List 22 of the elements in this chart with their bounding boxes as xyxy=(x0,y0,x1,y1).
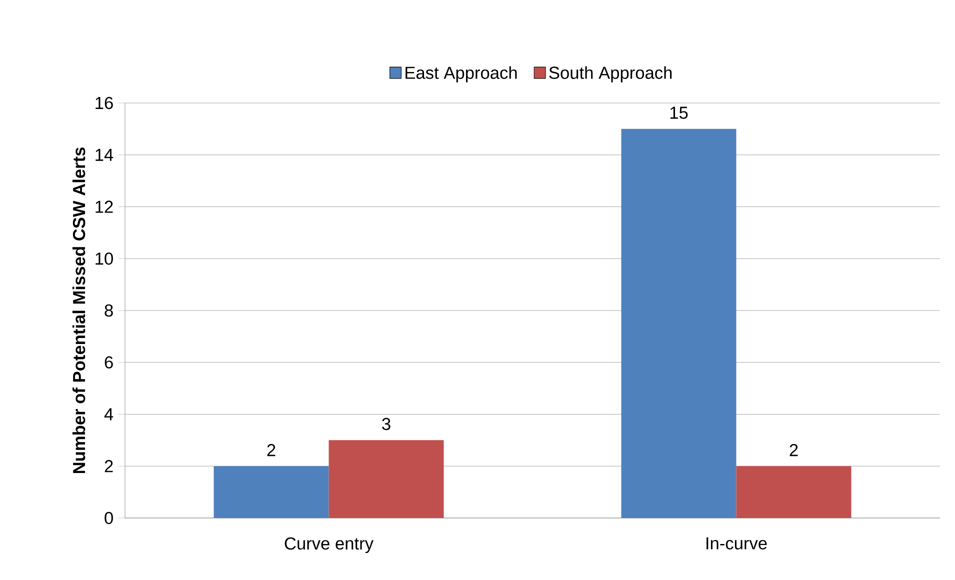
bar xyxy=(621,128,736,518)
y-tick-label: 10 xyxy=(96,252,113,265)
y-axis-title: Number of Potential Missed CSW Alerts xyxy=(72,147,86,474)
data-label: 3 xyxy=(382,418,390,430)
legend-label: East Approach xyxy=(406,66,517,82)
bar xyxy=(736,466,852,518)
data-label: 2 xyxy=(790,444,798,456)
x-tick-label: In-curve xyxy=(706,537,767,550)
y-tick-label: 8 xyxy=(104,304,113,317)
y-tick-label: 6 xyxy=(104,356,113,368)
y-tick-label: 12 xyxy=(96,200,113,213)
bar xyxy=(328,440,444,518)
legend-label: South Approach xyxy=(549,66,672,82)
y-tick-label: 2 xyxy=(104,460,113,472)
y-tick-label: 4 xyxy=(104,408,114,420)
y-tick-label: 14 xyxy=(96,148,114,161)
data-label: 15 xyxy=(670,106,688,119)
data-label: 2 xyxy=(267,444,276,456)
y-tick-label: 0 xyxy=(104,512,113,524)
y-tick-label: 16 xyxy=(96,96,113,110)
bar xyxy=(214,466,329,518)
x-tick-label: Curve entry xyxy=(284,537,374,554)
